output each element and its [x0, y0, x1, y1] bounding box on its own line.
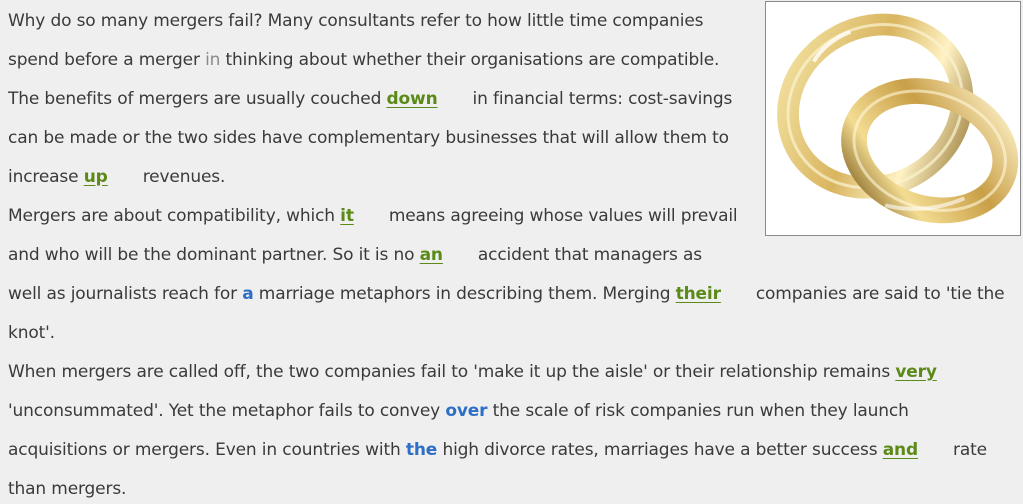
- passage-text: means agreeing whose values will prevail: [388, 206, 738, 226]
- wedding-rings-image: [765, 1, 1021, 236]
- passage-text: The benefits of mergers are usually couc…: [8, 89, 387, 109]
- passage-text: marriage metaphors in describing them. M…: [253, 284, 676, 304]
- passage-line-5: increase up revenues.: [8, 162, 225, 192]
- passage-text: well as journalists reach for: [8, 284, 243, 304]
- passage-line-4: can be made or the two sides have comple…: [8, 123, 729, 153]
- passage-line-6: Mergers are about compatibility, which i…: [8, 201, 738, 231]
- passage-line-9: knot'.: [8, 318, 55, 348]
- passage-line-2: spend before a merger in thinking about …: [8, 45, 719, 75]
- passage-text: than mergers.: [8, 479, 127, 499]
- given-word: in: [205, 50, 221, 70]
- passage-text: the scale of risk companies run when the…: [487, 401, 909, 421]
- passage-text: acquisitions or mergers. Even in countri…: [8, 440, 406, 460]
- passage-text: accident that managers as: [477, 245, 702, 265]
- passage-text: revenues.: [142, 167, 226, 187]
- answer-word: over: [445, 401, 488, 421]
- passage-text: Why do so many mergers fail? Many consul…: [8, 11, 704, 31]
- answer-word: very: [895, 362, 937, 382]
- answer-word: an: [419, 245, 443, 265]
- passage-text: spend before a merger: [8, 50, 206, 70]
- answer-word: their: [675, 284, 721, 304]
- answer-word: the: [405, 440, 438, 460]
- answer-word: down: [386, 89, 438, 109]
- passage-text: When mergers are called off, the two com…: [8, 362, 896, 382]
- passage-line-1: Why do so many mergers fail? Many consul…: [8, 6, 704, 36]
- gold-wedding-rings-icon: [766, 2, 1020, 235]
- passage-text: high divorce rates, marriages have a bet…: [437, 440, 883, 460]
- passage-text: and who will be the dominant partner. So…: [8, 245, 420, 265]
- passage-text: Mergers are about compatibility, which: [8, 206, 341, 226]
- passage-line-13: than mergers.: [8, 474, 126, 504]
- passage-line-7: and who will be the dominant partner. So…: [8, 240, 702, 270]
- passage-line-3: The benefits of mergers are usually couc…: [8, 84, 732, 114]
- passage-line-8: well as journalists reach for a marriage…: [8, 279, 1005, 309]
- answer-word: and: [882, 440, 918, 460]
- passage-text: rate: [952, 440, 987, 460]
- passage-text: in financial terms: cost-savings: [472, 89, 733, 109]
- answer-word: up: [83, 167, 108, 187]
- passage-text: increase: [8, 167, 84, 187]
- passage-text: knot'.: [8, 323, 55, 343]
- passage-text: 'unconsummated'. Yet the metaphor fails …: [8, 401, 446, 421]
- passage-line-12: acquisitions or mergers. Even in countri…: [8, 435, 987, 465]
- answer-word: it: [340, 206, 354, 226]
- passage-text: thinking about whether their organisatio…: [220, 50, 720, 70]
- passage-text: can be made or the two sides have comple…: [8, 128, 729, 148]
- passage-line-11: 'unconsummated'. Yet the metaphor fails …: [8, 396, 909, 426]
- answer-word: a: [242, 284, 254, 304]
- passage-text: companies are said to 'tie the: [755, 284, 1005, 304]
- passage-line-10: When mergers are called off, the two com…: [8, 357, 937, 387]
